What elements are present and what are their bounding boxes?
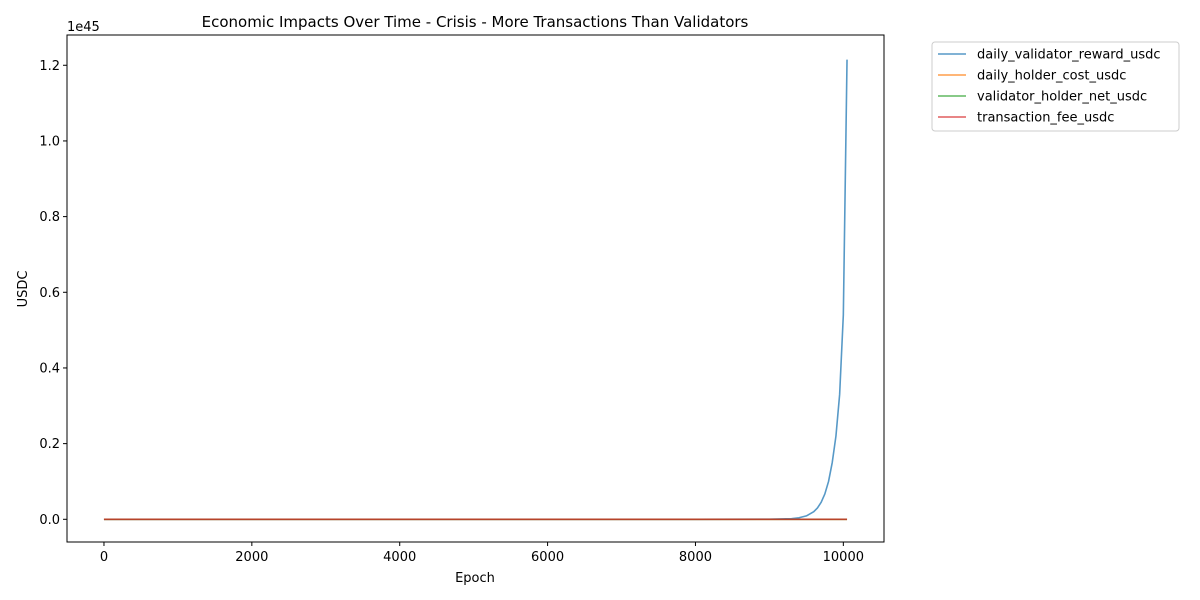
x-axis-label: Epoch <box>455 571 495 586</box>
y-tick-label: 0.2 <box>39 437 60 452</box>
y-tick-label: 0.6 <box>39 286 60 301</box>
x-tick-label: 6000 <box>531 550 564 565</box>
y-axis-ticks: 0.0 0.2 0.4 0.6 0.8 1.0 1.2 <box>39 59 67 528</box>
legend-label: daily_holder_cost_usdc <box>977 69 1126 84</box>
x-tick-label: 8000 <box>679 550 712 565</box>
legend-label: transaction_fee_usdc <box>977 111 1114 126</box>
x-tick-label: 4000 <box>383 550 416 565</box>
y-tick-label: 1.2 <box>39 59 60 74</box>
series-line-daily_validator_reward_usdc <box>103 59 848 521</box>
y-offset-label: 1e45 <box>67 20 100 35</box>
legend-label: validator_holder_net_usdc <box>977 90 1147 105</box>
axes-frame <box>66 34 885 543</box>
legend-box <box>931 41 1180 132</box>
y-tick-label: 0.8 <box>39 210 60 225</box>
y-tick-label: 1.0 <box>39 134 60 149</box>
x-axis-ticks: 0 2000 4000 6000 8000 10000 <box>100 542 864 565</box>
legend-label: daily_validator_reward_usdc <box>977 48 1161 63</box>
y-tick-label: 0.0 <box>39 513 60 528</box>
x-tick-label: 10000 <box>823 550 864 565</box>
y-tick-label: 0.4 <box>39 361 60 376</box>
legend: daily_validator_reward_usdc daily_holder_… <box>931 41 1180 132</box>
chart-title: Economic Impacts Over Time - Crisis - Mo… <box>202 13 749 31</box>
plot-area <box>66 34 885 543</box>
y-axis-label: USDC <box>16 271 31 308</box>
x-tick-label: 0 <box>100 550 108 565</box>
series-layer <box>103 59 848 521</box>
x-tick-label: 2000 <box>235 550 268 565</box>
